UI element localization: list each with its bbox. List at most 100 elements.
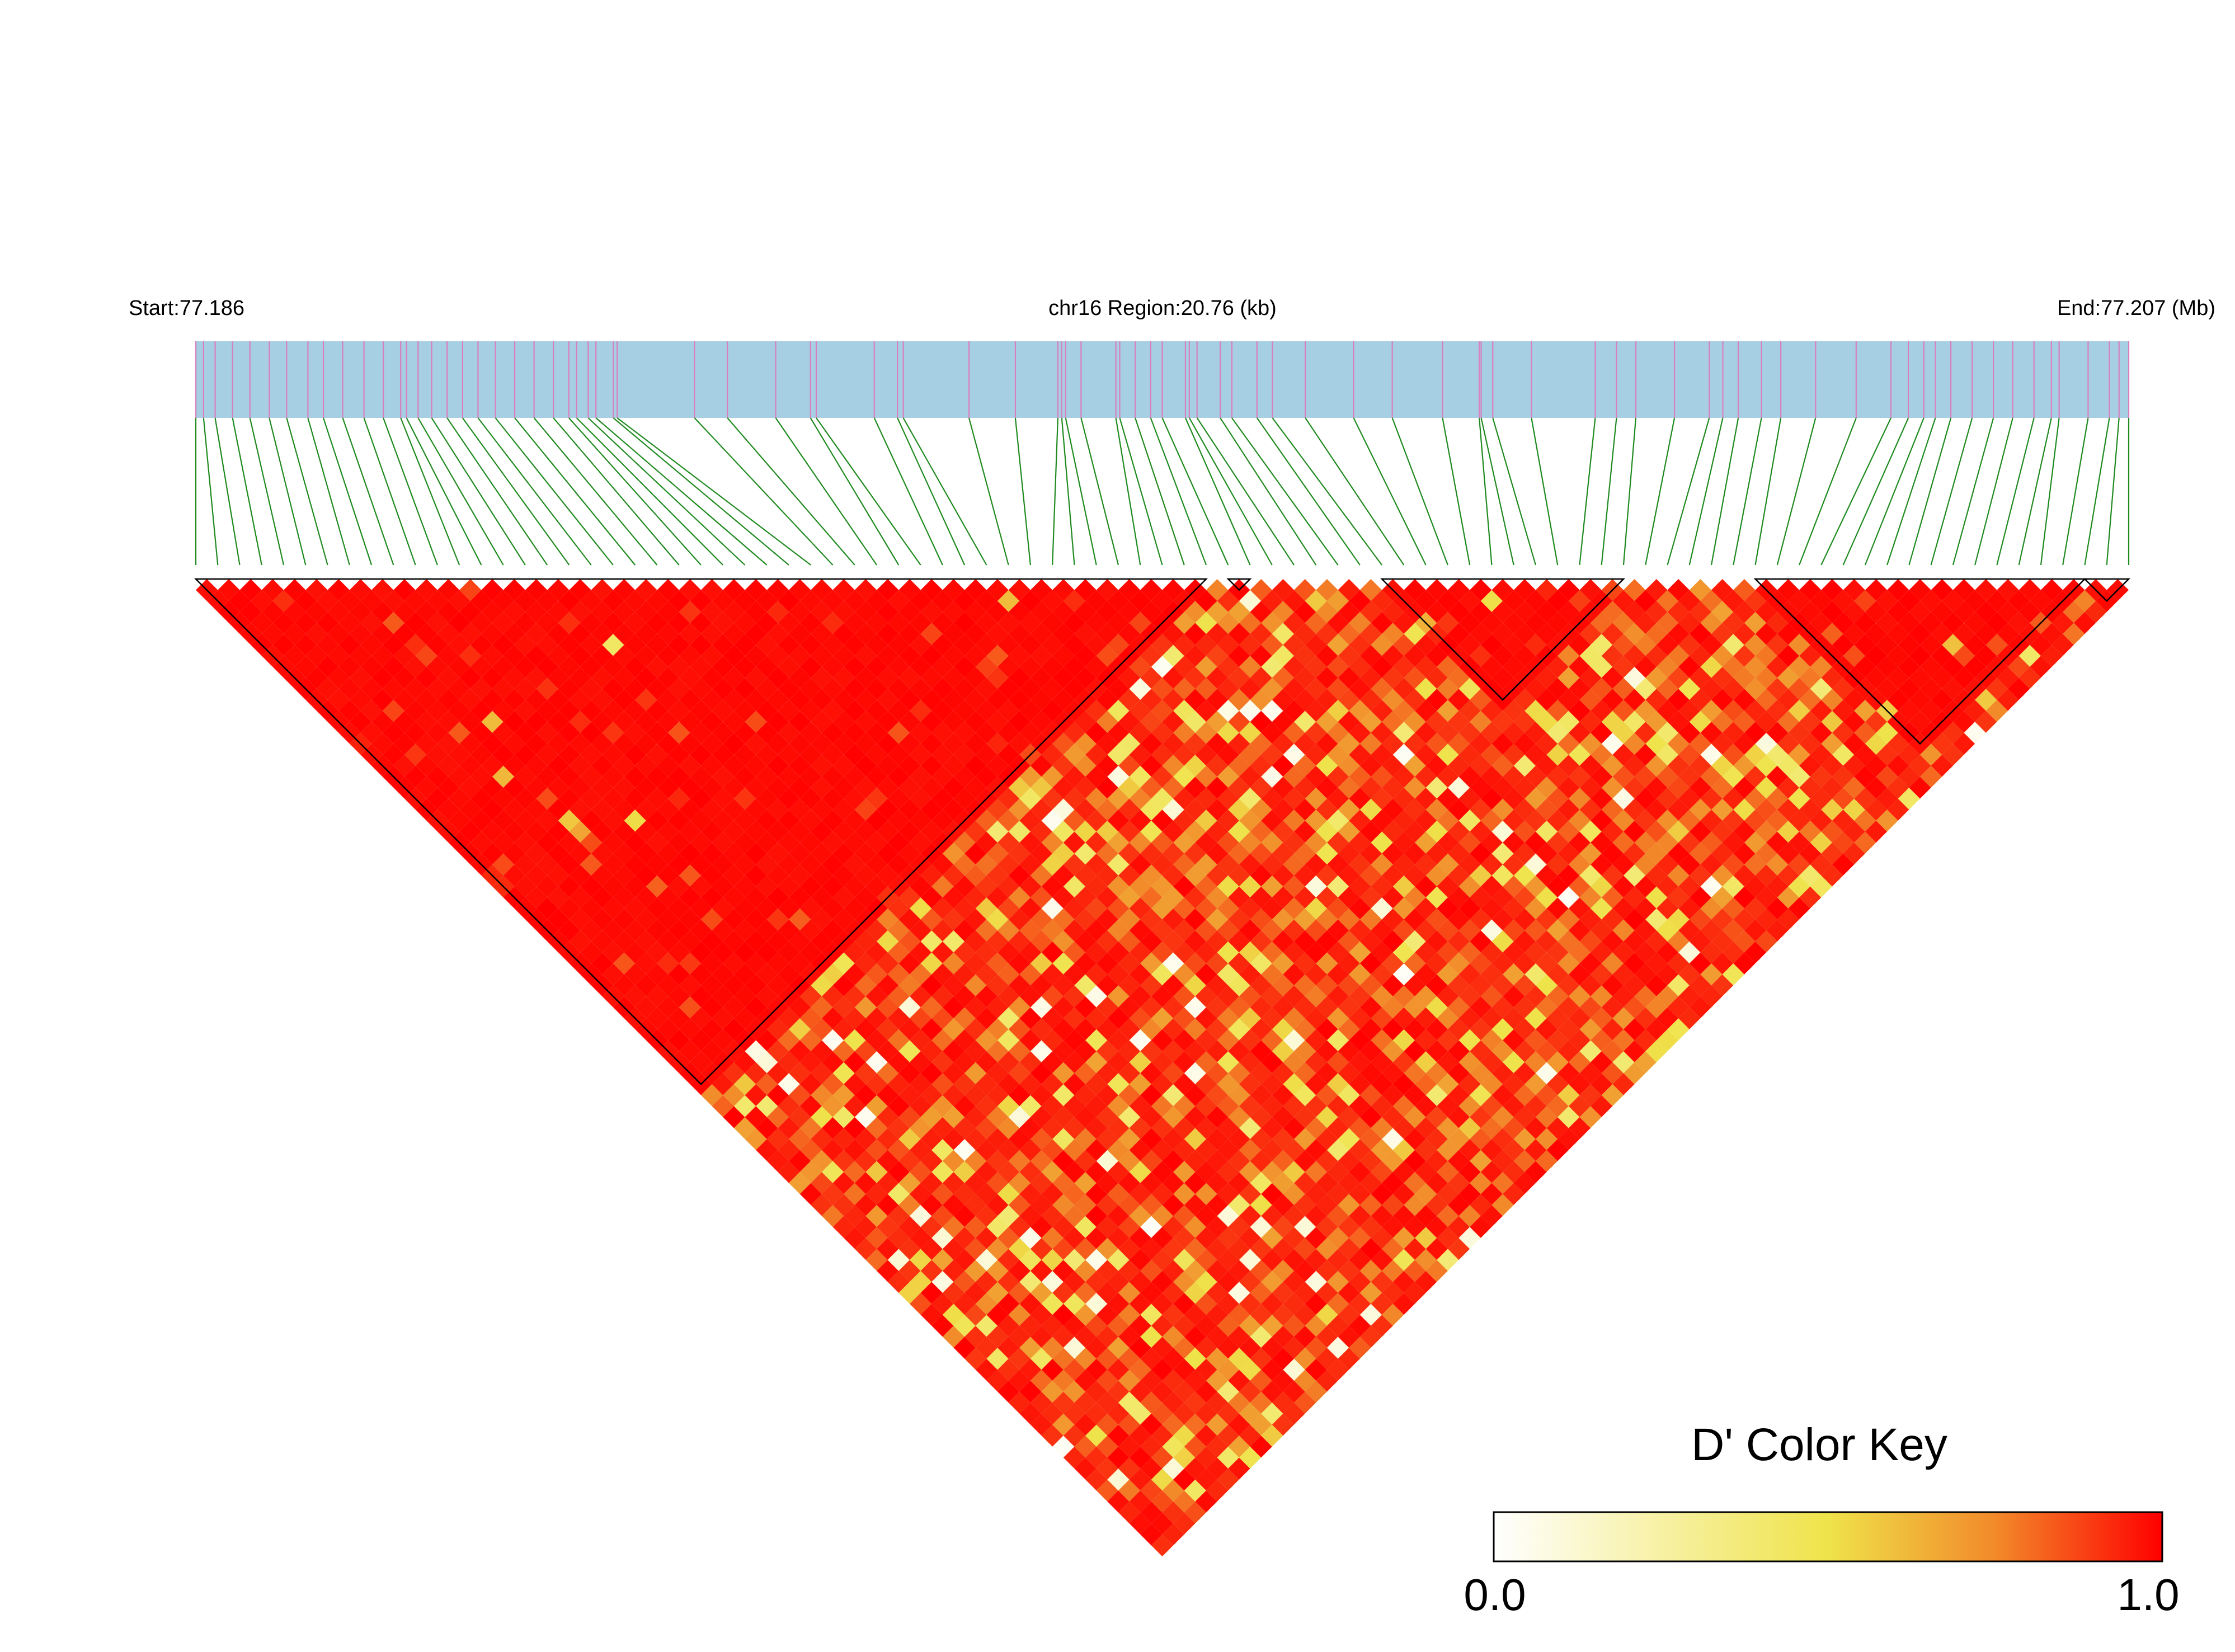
- ld-cell: [1151, 1446, 1174, 1469]
- ld-cell: [789, 952, 811, 975]
- ld-cell: [1261, 876, 1283, 898]
- ld-cell: [1217, 876, 1239, 898]
- ld-cell: [1349, 765, 1371, 788]
- snp-connector: [533, 417, 658, 566]
- ld-cell: [1052, 776, 1075, 799]
- ld-cell: [756, 963, 778, 986]
- ld-cell: [1777, 755, 1800, 777]
- ld-cell: [1118, 864, 1141, 887]
- ld-cell: [558, 831, 581, 854]
- ld-cell: [1470, 644, 1492, 667]
- ld-cell: [1195, 1424, 1217, 1447]
- ld-cell: [569, 732, 591, 755]
- ld-cell: [1228, 930, 1250, 953]
- ld-cell: [547, 908, 570, 931]
- ld-cell: [613, 623, 636, 645]
- ld-cell: [448, 611, 470, 634]
- ld-cell: [1579, 1040, 1602, 1062]
- ld-cell: [635, 886, 657, 909]
- ld-cell: [503, 820, 525, 843]
- ld-cell: [1326, 1249, 1349, 1271]
- ld-cell: [877, 667, 899, 689]
- ld-cell: [1634, 765, 1657, 788]
- ld-cell: [942, 930, 965, 953]
- ld-cell: [1711, 974, 1734, 996]
- ld-cell: [1195, 1117, 1217, 1140]
- ld-cell: [1425, 1106, 1448, 1128]
- ld-cell: [1316, 1150, 1338, 1173]
- ld-cell: [1425, 1084, 1448, 1107]
- ld-cell: [1239, 590, 1262, 612]
- ld-cell: [909, 743, 932, 766]
- ld-cell: [1623, 623, 1646, 645]
- ld-cell: [1030, 667, 1053, 689]
- ld-cell: [1239, 1139, 1262, 1161]
- ld-cell: [635, 974, 657, 996]
- ld-cell: [953, 1227, 976, 1249]
- ld-cell: [854, 1018, 877, 1041]
- ld-cell: [525, 755, 548, 777]
- ld-cell: [811, 755, 833, 777]
- ld-cell: [1623, 908, 1646, 931]
- ld-cell: [470, 722, 493, 744]
- ld-cell: [1261, 765, 1283, 788]
- ld-cell: [756, 941, 778, 964]
- ld-cell: [1019, 1051, 1042, 1074]
- ld-cell: [1788, 634, 1810, 656]
- ld-cell: [1316, 930, 1338, 953]
- ld-cell: [1382, 996, 1404, 1019]
- ld-cell: [492, 765, 515, 788]
- ld-cell: [1217, 1117, 1239, 1140]
- ld-cell: [789, 930, 811, 953]
- ld-cell: [1184, 952, 1207, 975]
- ld-cell: [1415, 1073, 1437, 1095]
- ld-cell: [756, 1051, 778, 1074]
- ld-cell: [854, 579, 877, 601]
- ld-cell: [1195, 897, 1217, 920]
- ld-cell: [448, 656, 470, 678]
- ld-cell: [1151, 1117, 1174, 1140]
- ld-cell: [1558, 974, 1580, 996]
- ld-cell: [1195, 809, 1217, 832]
- snp-connector: [1231, 417, 1339, 566]
- ld-cell: [811, 732, 833, 755]
- ld-cell: [1678, 1007, 1701, 1029]
- ld-cell: [1228, 886, 1250, 909]
- ld-cell: [1217, 634, 1239, 656]
- ld-cell: [1206, 1216, 1229, 1238]
- ld-cell: [1250, 689, 1272, 711]
- snp-connector: [2084, 417, 2110, 566]
- ld-cell: [1074, 1106, 1097, 1128]
- ld-cell: [1195, 1051, 1217, 1074]
- ld-cell: [1591, 634, 1613, 656]
- ld-cell: [997, 876, 1020, 898]
- ld-cell: [821, 1204, 844, 1227]
- ld-cell: [844, 809, 866, 832]
- ld-cell: [756, 634, 778, 656]
- ld-cell: [1755, 930, 1777, 953]
- ld-cell: [1151, 853, 1174, 876]
- ld-cell: [1173, 656, 1196, 678]
- ld-cell: [964, 1260, 987, 1282]
- ld-cell: [1546, 611, 1569, 634]
- ld-cell: [1744, 853, 1767, 876]
- ld-cell: [1513, 864, 1536, 887]
- ld-cell: [1151, 1029, 1174, 1052]
- ld-cell: [854, 974, 877, 996]
- ld-cell: [1634, 656, 1657, 678]
- ld-cell: [898, 732, 921, 755]
- ld-cell: [1151, 1381, 1174, 1403]
- snp-connector: [286, 417, 328, 566]
- ld-cell: [1733, 689, 1756, 711]
- ld-cell: [1140, 1391, 1163, 1414]
- ld-cell: [712, 722, 734, 744]
- ld-cell: [1305, 1029, 1327, 1052]
- ld-cell: [1349, 963, 1371, 986]
- ld-cell: [569, 930, 591, 953]
- ld-cell: [1305, 1051, 1327, 1074]
- ld-cell: [635, 732, 657, 755]
- ld-cell: [1096, 1457, 1118, 1480]
- ld-cell: [1239, 919, 1262, 942]
- ld-cell: [1349, 743, 1371, 766]
- ld-cell: [789, 864, 811, 887]
